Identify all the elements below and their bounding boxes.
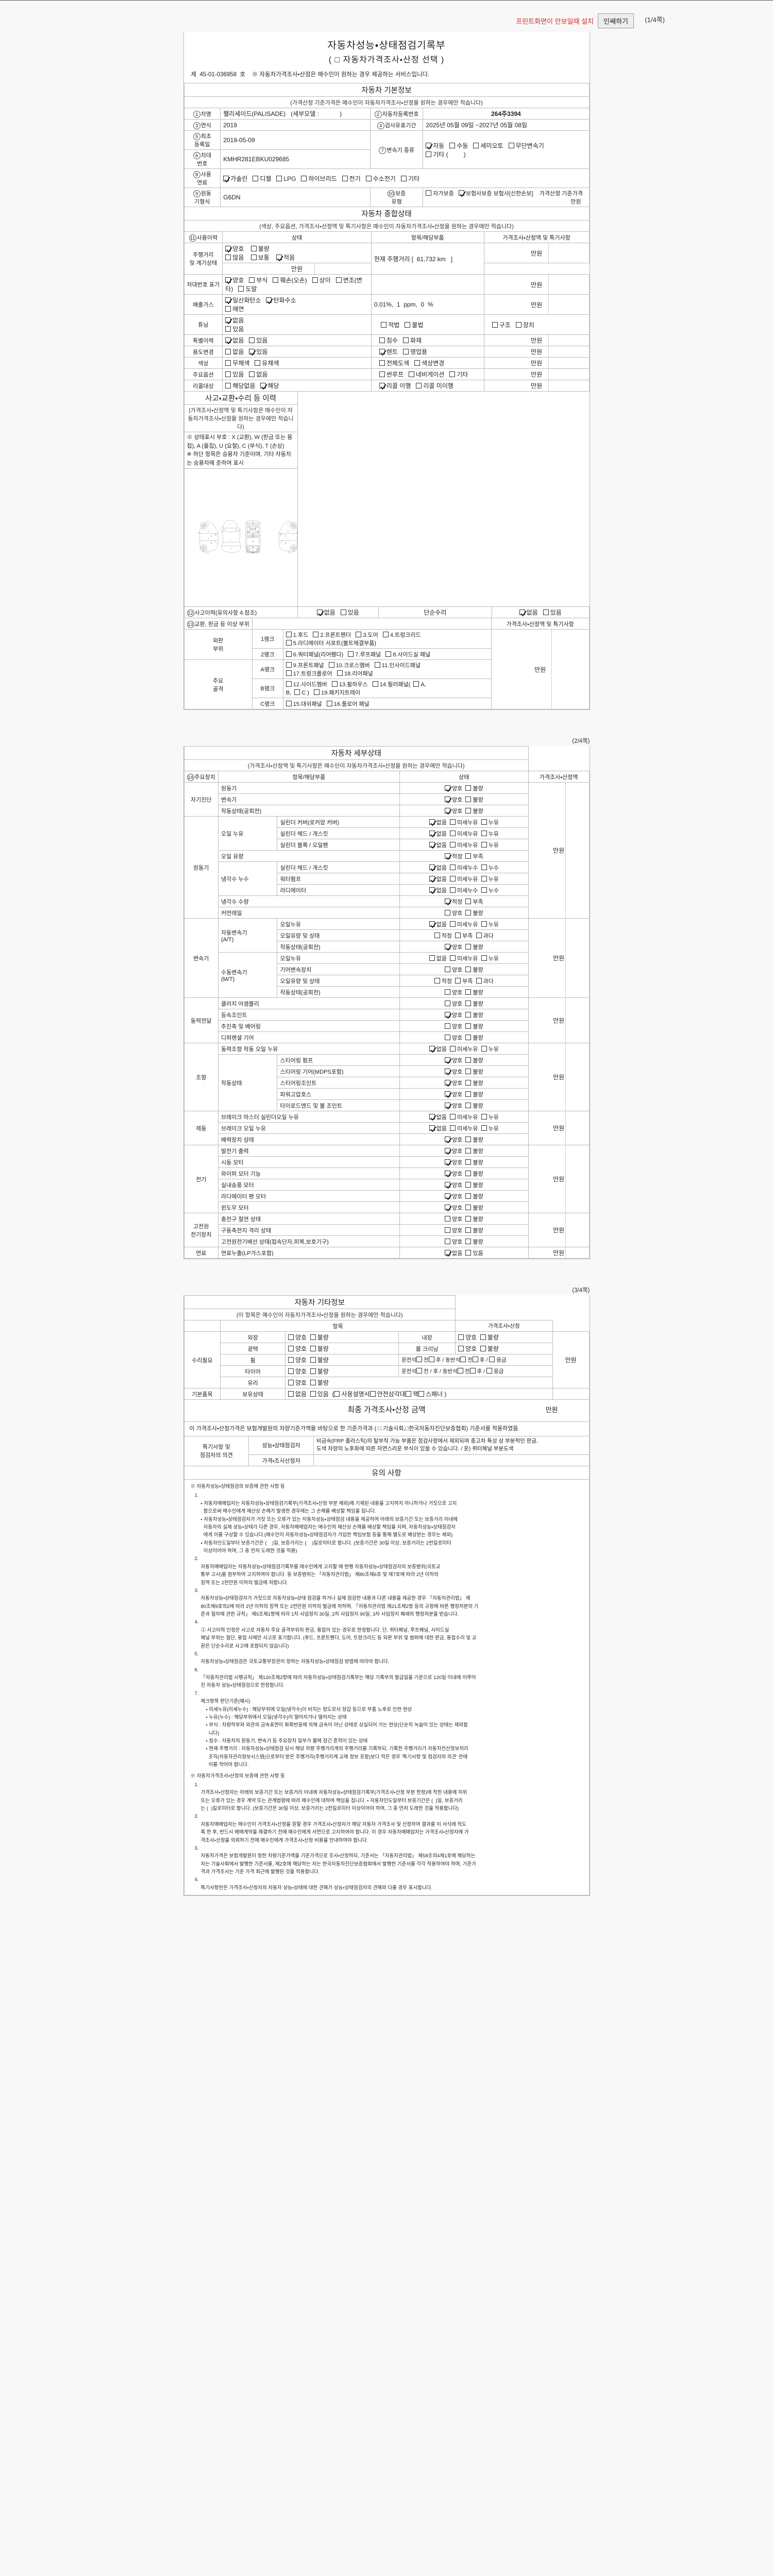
- svg-text:7: 7: [229, 538, 230, 540]
- svg-text:3: 3: [287, 530, 288, 532]
- svg-text:11: 11: [247, 526, 249, 528]
- svg-text:6: 6: [289, 550, 290, 552]
- svg-text:1: 1: [229, 523, 230, 525]
- svg-text:2: 2: [287, 523, 288, 525]
- svg-text:3: 3: [208, 537, 209, 539]
- svg-text:3: 3: [287, 537, 288, 539]
- svg-text:12: 12: [254, 528, 256, 530]
- svg-text:18: 18: [252, 552, 254, 554]
- svg-text:11: 11: [257, 526, 258, 528]
- svg-text:5: 5: [252, 521, 253, 523]
- svg-text:12: 12: [257, 549, 259, 551]
- svg-text:6: 6: [206, 550, 207, 552]
- svg-text:13: 13: [257, 531, 259, 533]
- svg-text:3: 3: [208, 530, 209, 532]
- svg-text:14: 14: [214, 534, 216, 536]
- svg-text:17: 17: [252, 549, 254, 551]
- svg-text:19: 19: [252, 546, 254, 548]
- svg-text:8: 8: [296, 532, 297, 534]
- svg-text:8: 8: [198, 532, 199, 534]
- svg-text:15: 15: [252, 536, 254, 538]
- svg-text:2: 2: [208, 523, 209, 525]
- svg-text:14: 14: [279, 534, 281, 536]
- svg-text:12: 12: [250, 528, 253, 530]
- svg-text:16: 16: [252, 540, 254, 543]
- svg-text:12: 12: [247, 549, 249, 551]
- svg-text:4: 4: [230, 548, 231, 550]
- svg-text:13: 13: [247, 531, 249, 533]
